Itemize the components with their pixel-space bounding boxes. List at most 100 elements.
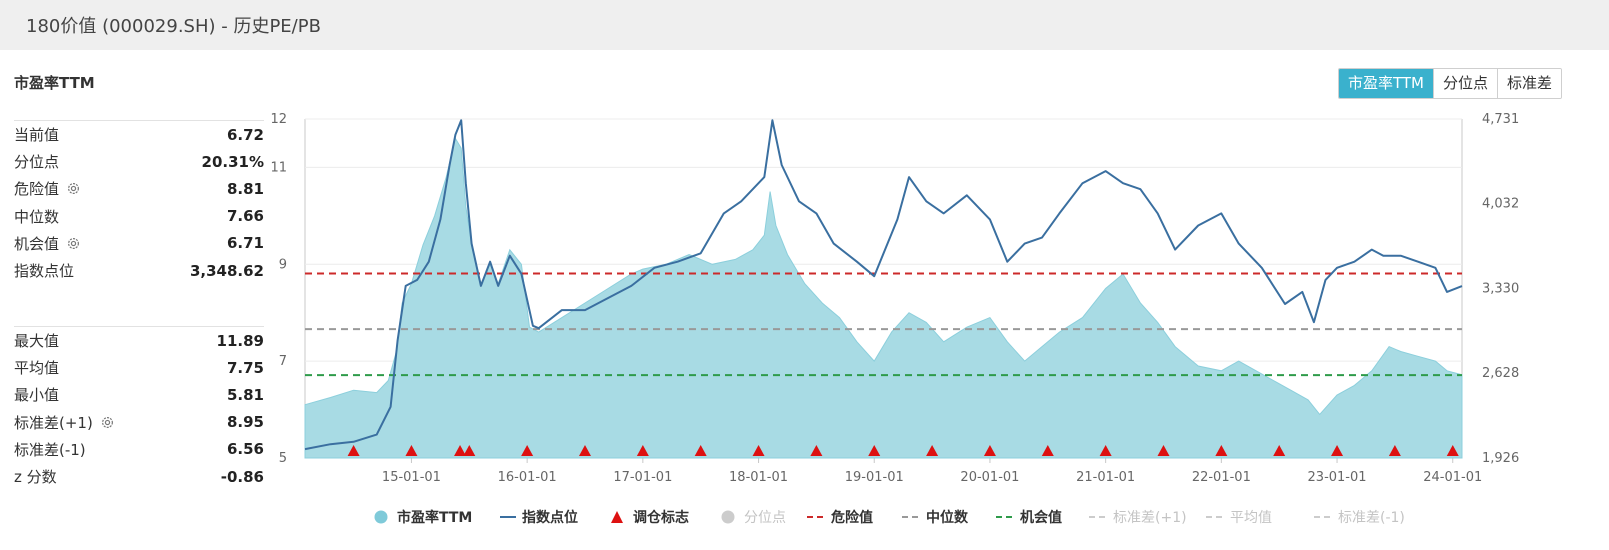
stat-row: z 分数 -0.86 xyxy=(14,463,264,490)
legend-item[interactable]: 指数点位 xyxy=(500,509,578,526)
stat-value: 6.72 xyxy=(226,125,264,144)
rebalance-marker-icon xyxy=(1099,445,1112,456)
stat-row: 最小值 5.81 xyxy=(14,381,264,408)
toggle-stddev-button[interactable]: 标准差 xyxy=(1497,69,1562,98)
stat-value: 7.75 xyxy=(226,358,264,377)
stat-row: 指数点位 3,348.62 xyxy=(14,257,264,284)
legend-item[interactable]: 机会值 xyxy=(996,509,1062,526)
section-title: 市盈率TTM xyxy=(14,74,95,92)
stat-value: 8.95 xyxy=(226,413,264,432)
title-bar: 180价值 (000029.SH) - 历史PE/PB xyxy=(0,0,1609,50)
rebalance-marker-icon xyxy=(1215,445,1228,456)
stat-label: 中位数 xyxy=(14,207,60,226)
legend-symbol-icon xyxy=(611,511,623,523)
legend-label: 分位点 xyxy=(744,510,786,526)
rebalance-marker-icon xyxy=(1041,445,1054,456)
index-level-line xyxy=(304,119,1463,451)
rebalance-marker-icon xyxy=(983,445,996,456)
y-right-tick-label: 4,032 xyxy=(1482,196,1519,211)
stat-row: 危险值 8.81 xyxy=(14,175,264,202)
stat-row: 当前值 6.72 xyxy=(14,121,264,148)
stat-label: z 分数 xyxy=(14,468,57,487)
legend-label: 危险值 xyxy=(830,509,873,526)
legend-label: 标准差(-1) xyxy=(1338,510,1405,526)
stat-value: 7.66 xyxy=(226,207,264,226)
rebalance-marker-icon xyxy=(1446,445,1459,456)
legend-symbol-icon xyxy=(721,510,735,524)
stat-value: -0.86 xyxy=(220,467,264,486)
x-tick-label: 18-01-01 xyxy=(729,470,788,485)
legend-item[interactable]: 标准差(+1) xyxy=(1089,510,1187,526)
stat-value: 6.71 xyxy=(226,234,264,253)
y-left-tick-label: 7 xyxy=(279,354,287,369)
rebalance-marker-icon xyxy=(521,445,534,456)
y-right-tick-label: 4,731 xyxy=(1482,112,1519,127)
rebalance-marker-icon xyxy=(752,445,765,456)
x-tick-label: 15-01-01 xyxy=(382,470,441,485)
legend-label: 机会值 xyxy=(1020,509,1062,526)
legend-label: 中位数 xyxy=(926,509,969,526)
rebalance-marker-icon xyxy=(578,445,591,456)
legend-item[interactable]: 调仓标志 xyxy=(611,509,689,526)
rebalance-marker-icon xyxy=(1331,445,1344,456)
rebalance-marker-icon xyxy=(810,445,823,456)
stat-value: 6.56 xyxy=(226,440,264,459)
stat-label: 标准差(+1) xyxy=(14,412,115,433)
rebalance-marker-icon xyxy=(1273,445,1286,456)
rebalance-marker-icon xyxy=(405,445,418,456)
stat-label: 标准差(-1) xyxy=(14,440,86,459)
rebalance-marker-icon xyxy=(868,445,881,456)
metric-toggle-group: 市盈率TTM 分位点 标准差 xyxy=(1338,68,1563,99)
stat-row: 平均值 7.75 xyxy=(14,354,264,381)
legend-item[interactable]: 中位数 xyxy=(902,509,969,526)
x-tick-label: 19-01-01 xyxy=(845,470,904,485)
rebalance-marker-icon xyxy=(1157,445,1170,456)
y-left-tick-label: 5 xyxy=(279,451,287,466)
rebalance-marker-icon xyxy=(347,445,360,456)
rebalance-marker-icon xyxy=(454,445,467,456)
stat-label: 指数点位 xyxy=(14,262,75,281)
legend-item[interactable]: 平均值 xyxy=(1206,510,1272,526)
settings-gear-icon[interactable] xyxy=(59,236,81,251)
legend-label: 标准差(+1) xyxy=(1113,510,1187,526)
x-tick-label: 17-01-01 xyxy=(613,470,672,485)
stat-label: 分位点 xyxy=(14,153,60,172)
toggle-pe-button[interactable]: 市盈率TTM xyxy=(1339,69,1434,98)
stat-value: 5.81 xyxy=(226,385,264,404)
stat-row: 标准差(+1) 8.95 xyxy=(14,409,264,436)
stats-group-current: 当前值 6.72 分位点 20.31% 危险值 8.81 中位数 7.66 机会值 6.71 指数点… xyxy=(14,120,264,284)
legend-item[interactable]: 分位点 xyxy=(721,510,787,526)
x-tick-label: 20-01-01 xyxy=(960,470,1019,485)
y-right-tick-label: 2,628 xyxy=(1482,366,1519,381)
stat-value: 11.89 xyxy=(216,331,264,350)
stat-value: 8.81 xyxy=(226,179,264,198)
rebalance-marker-icon xyxy=(1388,445,1401,456)
stat-label: 最小值 xyxy=(14,386,60,405)
legend-item[interactable]: 标准差(-1) xyxy=(1314,510,1405,526)
rebalance-marker-icon xyxy=(636,445,649,456)
rebalance-marker-icon xyxy=(926,445,939,456)
x-tick-label: 24-01-01 xyxy=(1423,470,1482,485)
x-tick-label: 23-01-01 xyxy=(1308,470,1367,485)
settings-gear-icon[interactable] xyxy=(59,181,81,196)
stat-label: 危险值 xyxy=(14,178,81,199)
legend-label: 调仓标志 xyxy=(633,509,689,526)
pe-ttm-area xyxy=(304,137,1463,459)
stat-row: 中位数 7.66 xyxy=(14,203,264,230)
x-tick-label: 22-01-01 xyxy=(1192,470,1251,485)
legend-item[interactable]: 危险值 xyxy=(807,509,873,526)
legend-symbol-icon xyxy=(374,510,388,524)
stat-row: 标准差(-1) 6.56 xyxy=(14,436,264,463)
stats-group-summary: 最大值 11.89 平均值 7.75 最小值 5.81 标准差(+1) 8.95 标准差(-1)… xyxy=(14,326,264,490)
stat-row: 最大值 11.89 xyxy=(14,327,264,354)
page-title: 180价值 (000029.SH) - 历史PE/PB xyxy=(26,16,321,37)
toggle-percentile-button[interactable]: 分位点 xyxy=(1433,69,1498,98)
settings-gear-icon[interactable] xyxy=(93,415,115,430)
legend-label: 平均值 xyxy=(1230,510,1272,526)
y-left-tick-label: 9 xyxy=(279,257,287,272)
legend-item[interactable]: 市盈率TTM xyxy=(374,509,473,526)
stat-label: 机会值 xyxy=(14,233,81,254)
legend-label: 指数点位 xyxy=(522,509,578,526)
stat-label: 平均值 xyxy=(14,359,60,378)
y-left-tick-label: 12 xyxy=(270,112,287,127)
